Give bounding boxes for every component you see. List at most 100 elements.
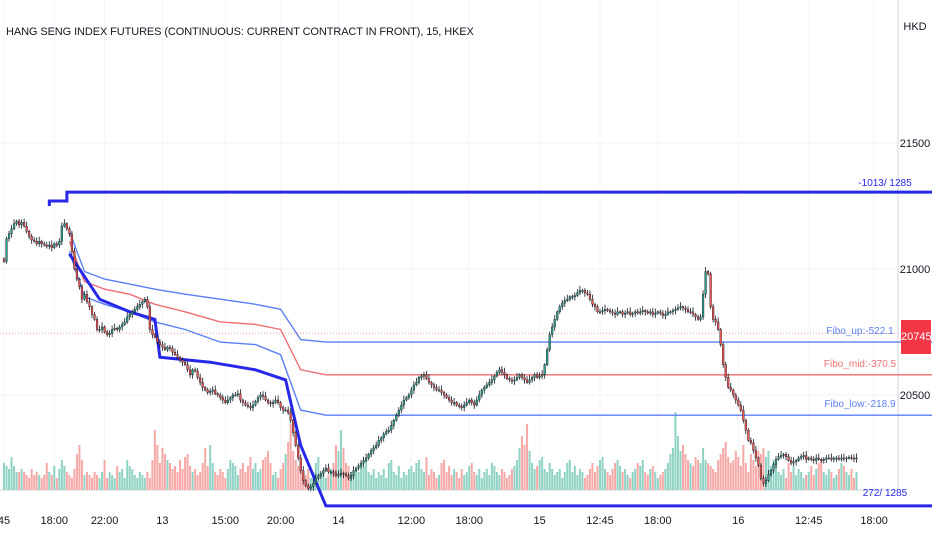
candle-body (183, 362, 187, 365)
volume-bar (626, 475, 629, 490)
x-tick-label: 15:00 (212, 515, 240, 527)
candle-body (70, 233, 73, 252)
volume-bar (807, 472, 810, 490)
volume-bar (279, 469, 282, 490)
candle-body (75, 268, 79, 280)
volume-bar (196, 475, 199, 490)
candle-body (297, 445, 300, 459)
candle-body (651, 311, 654, 315)
candle-body (805, 455, 808, 460)
volume-bar (214, 472, 217, 490)
volume-bar (427, 475, 430, 490)
volume-bar (226, 469, 229, 490)
candle-body (317, 475, 320, 479)
candle-body (377, 440, 380, 446)
candle-body (777, 456, 780, 460)
candle-body (566, 299, 569, 301)
volume-bar (697, 460, 700, 490)
candle-body (518, 374, 521, 378)
volume-bar (840, 463, 843, 490)
volume-bar (478, 469, 481, 490)
volume-bar (38, 475, 41, 490)
volume-bar (209, 445, 212, 490)
volume-bar (244, 472, 247, 490)
candle-body (762, 477, 765, 484)
volume-bar (737, 457, 740, 490)
volume-bar (498, 475, 501, 490)
volume-bar (342, 448, 345, 490)
candle-body (256, 397, 260, 402)
volume-bar (470, 463, 473, 490)
volume-bar (646, 475, 649, 490)
candle-body (186, 364, 189, 371)
candle-body (852, 457, 856, 460)
candle-body (85, 294, 89, 302)
candle-body (259, 394, 262, 398)
volume-bar (795, 475, 798, 490)
candle-body (118, 326, 121, 330)
volume-bar (277, 478, 280, 490)
volume-bar (505, 478, 508, 490)
volume-bar (141, 475, 144, 490)
x-tick-label: 45 (0, 515, 10, 527)
volume-bar (106, 478, 109, 490)
candle-body (495, 372, 498, 377)
volume-bar (845, 472, 848, 490)
candle-body (312, 483, 315, 488)
volume-bar (601, 457, 604, 490)
candle-body (151, 329, 154, 335)
volume-bar (669, 454, 672, 490)
volume-bar (629, 478, 632, 490)
candle-body (40, 241, 43, 244)
volume-bar (13, 466, 16, 490)
volume-bar (168, 463, 171, 490)
candle-body (646, 311, 649, 314)
candle-body (148, 306, 151, 330)
candle-body (586, 292, 589, 295)
candle-body (153, 334, 156, 338)
candle-body (20, 222, 23, 226)
candle-body (133, 309, 136, 313)
volume-bar (417, 460, 420, 490)
volume-bar (324, 478, 327, 490)
candle-body (224, 399, 227, 403)
candle-body (126, 316, 129, 323)
candle-body (702, 294, 705, 318)
volume-bar (269, 463, 272, 490)
volume-bar (724, 442, 727, 490)
volume-bar (709, 466, 712, 490)
overlay-label: Fibo_mid:-370.5 (824, 359, 897, 370)
volume-bar (91, 478, 94, 490)
volume-bar (707, 463, 710, 490)
candle-body (352, 470, 355, 476)
candle-body (309, 486, 312, 489)
volume-bar (825, 475, 828, 490)
volume-bar (686, 460, 690, 490)
volume-bar (591, 463, 594, 490)
volume-bar (666, 463, 669, 490)
candle-body (229, 397, 232, 401)
volume-bar (400, 478, 403, 490)
candle-body (837, 457, 840, 460)
volume-bar (352, 475, 355, 490)
volume-bar (236, 475, 239, 490)
volume-bar (435, 478, 438, 490)
volume-bar (88, 475, 91, 490)
volume-bar (249, 457, 252, 490)
candle-body (719, 329, 722, 345)
volume-bar (747, 472, 750, 490)
volume-bar (194, 469, 197, 490)
volume-bar (671, 448, 674, 490)
candle-body (294, 432, 297, 446)
volume-bar (161, 448, 164, 490)
volume-bar (717, 460, 720, 490)
volume-bar (800, 472, 803, 490)
volume-bar (199, 472, 202, 490)
candle-body (204, 387, 207, 391)
volume-bar (463, 475, 466, 490)
candle-body (679, 306, 682, 309)
candle-body (43, 243, 46, 246)
volume-bar (282, 463, 285, 490)
candle-body (779, 455, 783, 457)
